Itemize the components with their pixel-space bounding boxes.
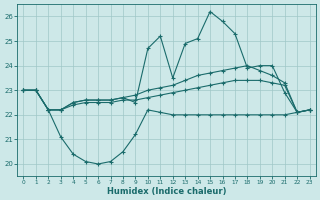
X-axis label: Humidex (Indice chaleur): Humidex (Indice chaleur): [107, 187, 226, 196]
